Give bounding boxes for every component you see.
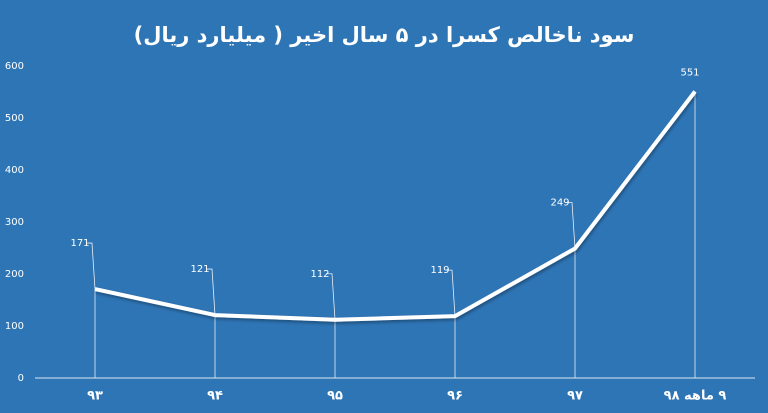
chart-title: سود ناخالص کسرا در ۵ سال اخیر ( میلیارد …	[134, 23, 635, 47]
data-label: 551	[680, 67, 699, 78]
data-label: 119	[430, 265, 449, 276]
y-tick-label: 600	[5, 61, 24, 72]
line-series	[94, 90, 697, 322]
y-tick-label: 100	[5, 321, 24, 332]
data-label: 171	[70, 238, 89, 249]
data-label: 249	[550, 198, 569, 209]
leader-line	[86, 242, 96, 290]
leader-line	[566, 202, 576, 249]
data-label: 112	[310, 269, 329, 280]
x-tick-label: ۹۶	[447, 389, 463, 404]
x-tick-label: ۹۳	[87, 389, 103, 404]
leader-line	[206, 268, 216, 316]
y-tick-label: 200	[5, 269, 24, 280]
x-tick-label: ۹۷	[567, 389, 583, 404]
y-tick-label: 300	[5, 217, 24, 228]
x-tick-label: ۹ ماهه ۹۸	[664, 389, 727, 404]
data-label: 121	[190, 264, 209, 275]
y-tick-label: 0	[18, 373, 24, 384]
leader-line	[326, 273, 336, 320]
y-tick-label: 500	[5, 113, 24, 124]
y-tick-label: 400	[5, 165, 24, 176]
x-tick-label: ۹۴	[207, 389, 223, 404]
x-tick-label: ۹۵	[327, 389, 343, 404]
leader-line	[446, 269, 456, 317]
